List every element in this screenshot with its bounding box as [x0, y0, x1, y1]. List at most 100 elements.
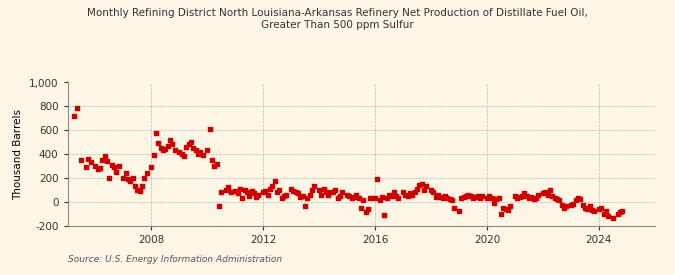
Point — [85, 160, 96, 164]
Point — [447, 198, 458, 203]
Point — [267, 184, 278, 188]
Point — [81, 165, 92, 169]
Point — [561, 204, 572, 209]
Point — [190, 148, 201, 153]
Point — [519, 191, 530, 196]
Point — [484, 194, 495, 198]
Point — [398, 190, 408, 194]
Point — [502, 208, 513, 212]
Point — [460, 194, 471, 198]
Point — [141, 171, 152, 175]
Point — [386, 194, 397, 198]
Point — [521, 194, 532, 198]
Point — [414, 183, 425, 187]
Point — [225, 190, 236, 194]
Point — [106, 163, 117, 167]
Point — [549, 196, 560, 200]
Point — [574, 197, 585, 202]
Point — [277, 196, 288, 200]
Point — [242, 190, 252, 194]
Point — [416, 182, 427, 186]
Point — [582, 207, 593, 211]
Point — [516, 194, 527, 198]
Point — [132, 188, 143, 192]
Point — [251, 195, 262, 199]
Point — [232, 191, 243, 196]
Point — [491, 197, 502, 202]
Point — [465, 194, 476, 198]
Point — [407, 192, 418, 197]
Point — [109, 165, 119, 169]
Point — [298, 194, 308, 198]
Point — [617, 209, 628, 213]
Point — [211, 161, 222, 166]
Point — [470, 195, 481, 199]
Point — [137, 184, 148, 188]
Point — [598, 211, 609, 216]
Point — [454, 209, 464, 213]
Point — [614, 210, 625, 214]
Point — [458, 195, 469, 199]
Point — [160, 147, 171, 152]
Point — [174, 149, 185, 154]
Point — [130, 184, 140, 188]
Point — [431, 195, 441, 199]
Point — [524, 196, 535, 200]
Point — [540, 190, 551, 194]
Point — [349, 195, 360, 199]
Point — [195, 149, 206, 154]
Point — [481, 196, 492, 200]
Point — [603, 214, 614, 218]
Point — [360, 210, 371, 214]
Text: Monthly Refining District North Louisiana-Arkansas Refinery Net Production of Di: Monthly Refining District North Louisian… — [87, 8, 588, 30]
Point — [316, 192, 327, 197]
Point — [244, 194, 254, 198]
Point — [248, 191, 259, 196]
Point — [402, 194, 413, 198]
Text: Source: U.S. Energy Information Administration: Source: U.S. Energy Information Administ… — [68, 255, 281, 264]
Point — [319, 186, 329, 191]
Point — [556, 203, 567, 207]
Point — [265, 186, 275, 191]
Point — [323, 192, 334, 197]
Point — [388, 190, 399, 194]
Point — [477, 194, 487, 198]
Point — [568, 202, 578, 206]
Point — [128, 176, 138, 180]
Point — [475, 196, 485, 200]
Point — [356, 205, 367, 210]
Point — [335, 194, 346, 198]
Point — [372, 177, 383, 181]
Point — [595, 205, 606, 210]
Point — [72, 105, 82, 110]
Point — [412, 186, 423, 191]
Point — [489, 201, 500, 205]
Point — [192, 152, 203, 156]
Point — [92, 167, 103, 172]
Point — [593, 207, 604, 211]
Point — [158, 148, 169, 153]
Point — [216, 190, 227, 194]
Point — [493, 196, 504, 200]
Point — [533, 192, 543, 197]
Point — [537, 191, 548, 196]
Point — [433, 192, 443, 197]
Point — [379, 213, 389, 217]
Point — [601, 209, 612, 213]
Point — [383, 192, 394, 197]
Point — [269, 179, 280, 184]
Point — [204, 127, 215, 131]
Point — [306, 188, 317, 192]
Point — [365, 196, 376, 200]
Point — [118, 176, 129, 180]
Point — [330, 188, 341, 192]
Point — [223, 185, 234, 189]
Point — [358, 198, 369, 203]
Point — [337, 190, 348, 194]
Point — [176, 152, 187, 156]
Point — [400, 192, 410, 197]
Point — [439, 194, 450, 198]
Point — [584, 204, 595, 209]
Point — [437, 196, 448, 200]
Point — [258, 190, 269, 194]
